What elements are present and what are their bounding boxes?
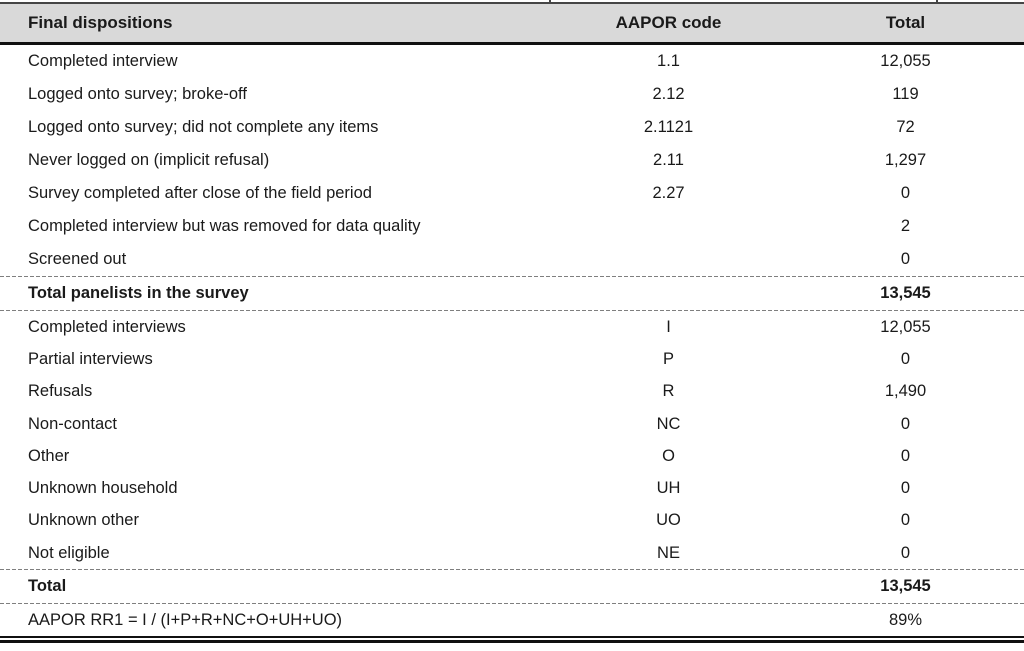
row-label: Survey completed after close of the fiel… (28, 184, 372, 202)
row-total: 0 (900, 349, 911, 368)
table-row: Unknown other UO 0 (0, 505, 1024, 537)
row-label: Other (28, 446, 70, 465)
total-panelists-row: Total panelists in the survey 13,545 (0, 277, 1024, 310)
row-aapor-code: NC (656, 414, 681, 433)
row-label: Refusals (28, 382, 93, 401)
row-total: 12,055 (880, 317, 931, 336)
row-total: 0 (900, 184, 911, 202)
table-row: Partial interviews P 0 (0, 343, 1024, 375)
column-tick (936, 0, 938, 4)
table-bottom-rule (0, 636, 1024, 644)
row-aapor-code: 2.1121 (643, 118, 694, 136)
table-row: Logged onto survey; broke-off 2.12 119 (0, 78, 1024, 111)
table-row: Completed interviews I 12,055 (0, 311, 1024, 343)
header-final-dispositions: Final dispositions (28, 13, 173, 32)
header-aapor-code: AAPOR code (615, 13, 722, 32)
row-total: 1,490 (884, 382, 927, 401)
row-aapor-code: NE (657, 543, 680, 562)
table-row: Screened out 0 (0, 243, 1024, 276)
row-total: 0 (900, 250, 911, 268)
row-aapor-code: UH (656, 479, 681, 498)
row-total: 0 (900, 543, 911, 562)
row-aapor-code: 2.11 (653, 151, 684, 169)
table-row: Refusals R 1,490 (0, 376, 1024, 408)
row-total: 0 (900, 414, 911, 433)
table-row: Unknown household UH 0 (0, 472, 1024, 504)
row-total: 119 (892, 85, 919, 103)
row-aapor-code: R (662, 382, 675, 401)
rr1-value: 89% (888, 610, 923, 629)
table-row: Other O 0 (0, 440, 1024, 472)
table-top-rule (0, 0, 1024, 4)
row-label: Non-contact (28, 414, 117, 433)
grand-total-row: Total 13,545 (0, 570, 1024, 603)
table-row: Completed interview 1.1 12,055 (0, 45, 1024, 78)
row-label: Logged onto survey; broke-off (28, 85, 247, 103)
table-header-row: Final dispositions AAPOR code Total (0, 4, 1024, 45)
table-row: Non-contact NC 0 (0, 408, 1024, 440)
row-label: Never logged on (implicit refusal) (28, 151, 270, 169)
table-row: Survey completed after close of the fiel… (0, 177, 1024, 210)
dashed-separator (0, 569, 1024, 571)
rr1-formula: AAPOR RR1 = I / (I+P+R+NC+O+UH+UO) (28, 610, 343, 629)
row-aapor-code: I (666, 317, 671, 336)
dashed-separator (0, 276, 1024, 277)
row-label: Not eligible (28, 543, 110, 562)
row-label: Completed interviews (28, 317, 186, 336)
row-label: Completed interview but was removed for … (28, 217, 421, 235)
row-total: 1,297 (884, 151, 927, 169)
row-label: Unknown household (28, 479, 178, 498)
row-label: Logged onto survey; did not complete any… (28, 118, 379, 136)
table-row: Never logged on (implicit refusal) 2.11 … (0, 144, 1024, 177)
table-row: Not eligible NE 0 (0, 537, 1024, 569)
table-row: Completed interview but was removed for … (0, 210, 1024, 243)
dashed-separator (0, 310, 1024, 311)
response-rate-row: AAPOR RR1 = I / (I+P+R+NC+O+UH+UO) 89% (0, 604, 1024, 636)
row-total: 0 (900, 446, 911, 465)
row-total: 0 (900, 479, 911, 498)
row-label: Total panelists in the survey (28, 284, 249, 302)
row-aapor-code: UO (656, 511, 681, 530)
row-aapor-code: 2.12 (652, 85, 685, 103)
dispositions-section: Completed interview 1.1 12,055 Logged on… (0, 45, 1024, 276)
row-label: Screened out (28, 250, 127, 268)
row-total: 72 (896, 118, 915, 136)
column-tick (549, 0, 551, 4)
row-label: Unknown other (28, 511, 139, 530)
row-total: 13,545 (880, 284, 931, 302)
row-label: Total (28, 577, 67, 596)
row-total: 12,055 (880, 52, 931, 70)
row-total: 0 (900, 511, 911, 530)
row-total: 13,545 (880, 577, 931, 596)
dashed-separator (0, 603, 1024, 605)
row-label: Partial interviews (28, 349, 153, 368)
aapor-categories-section: Completed interviews I 12,055 Partial in… (0, 311, 1024, 569)
table-row: Logged onto survey; did not complete any… (0, 111, 1024, 144)
row-aapor-code: 2.27 (652, 184, 685, 202)
row-total: 2 (900, 217, 911, 235)
row-aapor-code: O (662, 446, 675, 465)
row-label: Completed interview (28, 52, 178, 70)
header-total: Total (885, 13, 926, 32)
row-aapor-code: 1.1 (657, 52, 680, 70)
row-aapor-code: P (662, 349, 674, 368)
